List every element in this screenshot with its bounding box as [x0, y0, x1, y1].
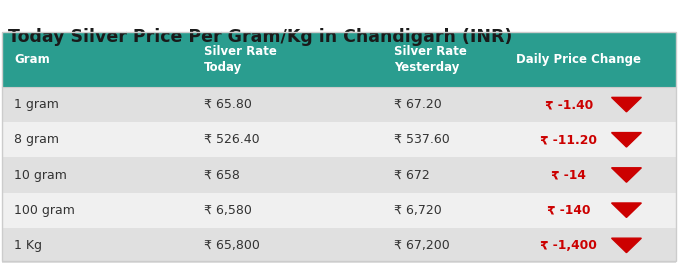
- Bar: [2, 228, 676, 263]
- Text: ₹ 6,580: ₹ 6,580: [204, 204, 252, 217]
- Bar: [2, 193, 676, 228]
- Text: ₹ -1,400: ₹ -1,400: [540, 239, 597, 252]
- Text: ₹ 65,800: ₹ 65,800: [204, 239, 260, 252]
- Text: Daily Price Change: Daily Price Change: [517, 53, 641, 66]
- Polygon shape: [612, 203, 641, 218]
- Text: ₹ 67,200: ₹ 67,200: [394, 239, 450, 252]
- Text: 1 Kg: 1 Kg: [14, 239, 42, 252]
- Text: ₹ -11.20: ₹ -11.20: [540, 133, 597, 146]
- Text: ₹ 537.60: ₹ 537.60: [394, 133, 450, 146]
- Text: ₹ 67.20: ₹ 67.20: [394, 98, 442, 111]
- Polygon shape: [612, 133, 641, 147]
- Text: 8 gram: 8 gram: [14, 133, 59, 146]
- Bar: [2, 32, 676, 261]
- Bar: [2, 122, 676, 157]
- Text: ₹ 658: ₹ 658: [204, 169, 240, 181]
- Text: ₹ -14: ₹ -14: [551, 169, 586, 181]
- Text: ₹ -140: ₹ -140: [547, 204, 591, 217]
- Text: Silver Rate
Yesterday: Silver Rate Yesterday: [394, 45, 467, 74]
- Bar: [2, 32, 676, 87]
- Bar: [2, 87, 676, 122]
- Polygon shape: [612, 168, 641, 182]
- Text: ₹ 65.80: ₹ 65.80: [204, 98, 252, 111]
- Polygon shape: [612, 238, 641, 253]
- Text: 1 gram: 1 gram: [14, 98, 59, 111]
- Bar: [2, 157, 676, 193]
- Text: ₹ 672: ₹ 672: [394, 169, 430, 181]
- Text: ₹ 526.40: ₹ 526.40: [204, 133, 260, 146]
- Text: Silver Rate
Today: Silver Rate Today: [204, 45, 277, 74]
- Text: Gram: Gram: [14, 53, 50, 66]
- Text: ₹ -1.40: ₹ -1.40: [544, 98, 593, 111]
- Text: 10 gram: 10 gram: [14, 169, 67, 181]
- Polygon shape: [612, 97, 641, 112]
- Text: 100 gram: 100 gram: [14, 204, 75, 217]
- Text: Today Silver Price Per Gram/Kg in Chandigarh (INR): Today Silver Price Per Gram/Kg in Chandi…: [8, 28, 513, 46]
- Text: ₹ 6,720: ₹ 6,720: [394, 204, 442, 217]
